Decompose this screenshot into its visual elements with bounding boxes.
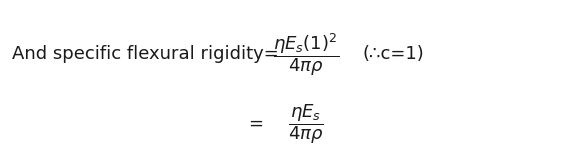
- Text: And specific flexural rigidity=: And specific flexural rigidity=: [12, 45, 279, 63]
- Text: =: =: [248, 115, 263, 133]
- Text: $\dfrac{\eta E_s}{4\pi\rho}$: $\dfrac{\eta E_s}{4\pi\rho}$: [288, 102, 324, 146]
- Text: (∴c=1): (∴c=1): [362, 45, 424, 63]
- Text: $\dfrac{\eta E_s(1)^2}{4\pi\rho}$: $\dfrac{\eta E_s(1)^2}{4\pi\rho}$: [273, 31, 339, 78]
